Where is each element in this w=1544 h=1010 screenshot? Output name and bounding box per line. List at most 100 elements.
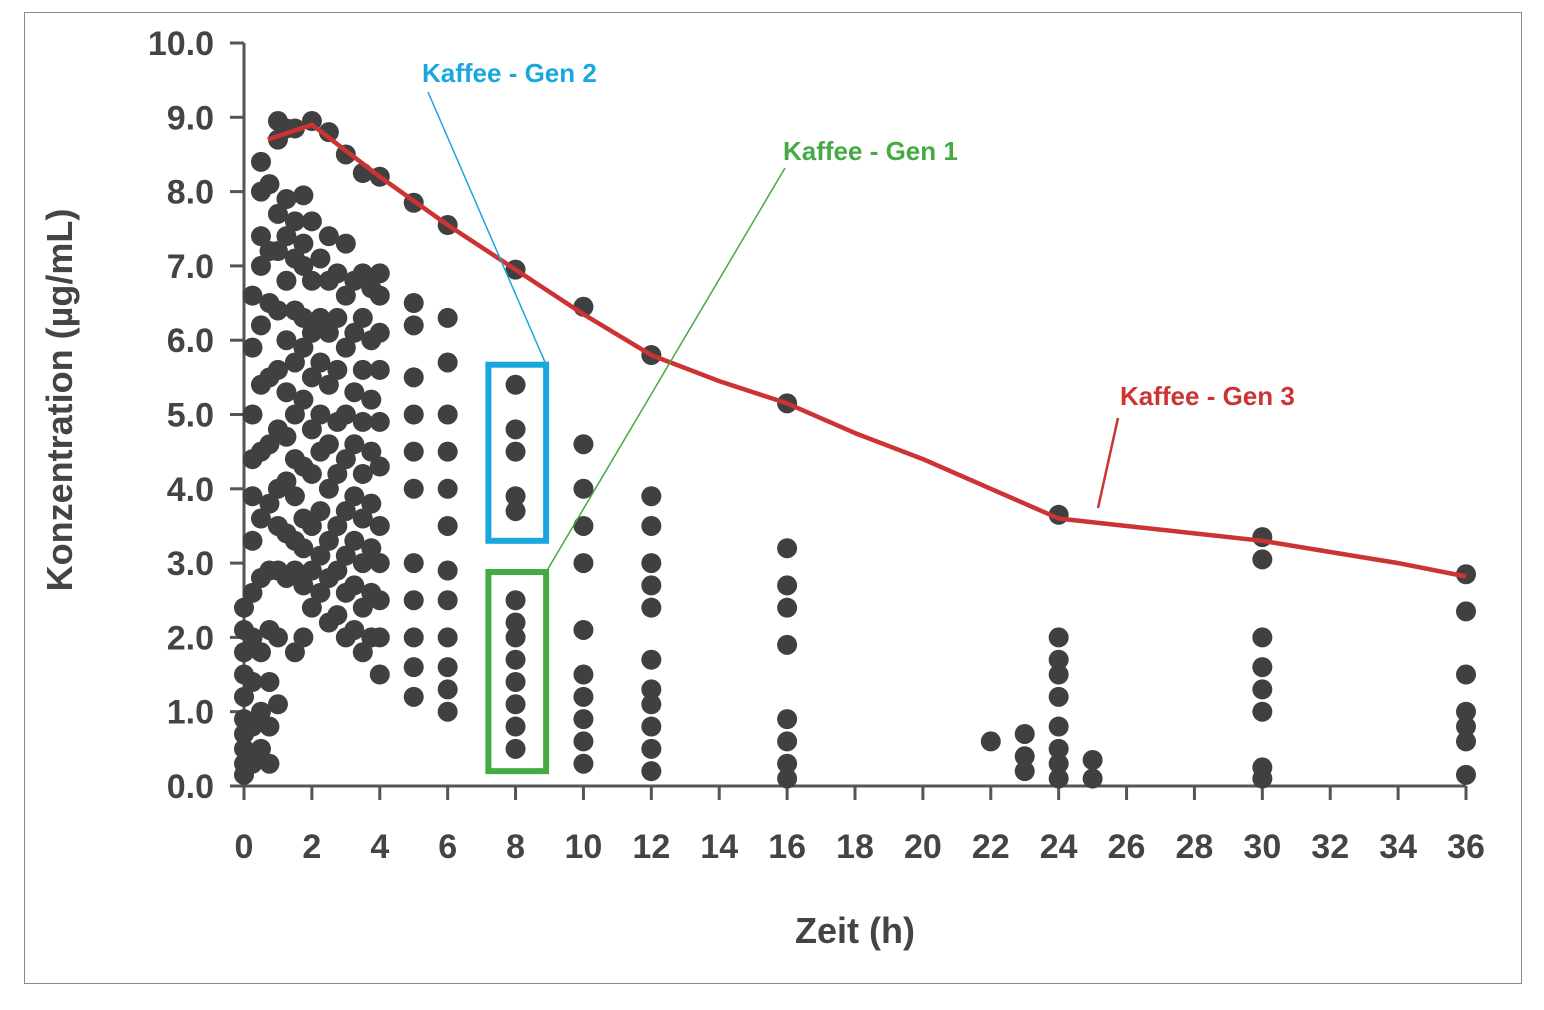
y-tick-label: 0.0 — [167, 768, 214, 806]
data-point — [293, 389, 314, 410]
data-point — [437, 352, 458, 373]
data-point — [301, 515, 322, 536]
data-point — [352, 463, 373, 484]
data-point — [505, 419, 526, 440]
x-tick-label: 24 — [1040, 828, 1078, 866]
data-point — [1252, 657, 1273, 678]
data-point — [369, 411, 390, 432]
data-point — [403, 686, 424, 707]
data-point — [505, 441, 526, 462]
data-point — [361, 538, 382, 559]
data-point — [1082, 768, 1103, 789]
data-point — [335, 285, 356, 306]
x-axis-title: Zeit (h) — [795, 910, 915, 951]
data-point — [293, 627, 314, 648]
data-point — [1048, 686, 1069, 707]
data-point — [573, 434, 594, 455]
data-point — [284, 560, 305, 581]
data-point — [641, 716, 662, 737]
data-point — [573, 553, 594, 574]
y-tick-label: 5.0 — [167, 397, 214, 435]
y-tick-label: 6.0 — [167, 322, 214, 360]
data-point — [505, 716, 526, 737]
data-point — [505, 486, 526, 507]
x-tick-label: 26 — [1108, 828, 1146, 866]
data-point — [327, 463, 348, 484]
data-point — [641, 575, 662, 596]
data-point — [242, 404, 263, 425]
data-point — [641, 486, 662, 507]
gen1-leader-line — [545, 167, 786, 573]
data-point — [1252, 679, 1273, 700]
data-point — [505, 627, 526, 648]
data-point — [641, 553, 662, 574]
data-point — [301, 597, 322, 618]
data-point — [573, 753, 594, 774]
data-point — [1048, 716, 1069, 737]
x-tick-label: 0 — [235, 828, 254, 866]
data-point — [344, 434, 365, 455]
data-point — [242, 753, 263, 774]
data-point — [403, 315, 424, 336]
data-point — [437, 404, 458, 425]
data-point — [250, 738, 271, 759]
data-point — [310, 582, 331, 603]
data-point — [293, 307, 314, 328]
data-point — [259, 493, 280, 514]
x-tick-label: 12 — [632, 828, 670, 866]
data-point — [327, 605, 348, 626]
data-point — [293, 233, 314, 254]
labels: 0.01.02.03.04.05.06.07.08.09.010.00 2 4 6 8 1… — [39, 25, 1485, 951]
data-point — [242, 582, 263, 603]
data-point — [437, 478, 458, 499]
gen1-label: Kaffee - Gen 1 — [783, 136, 958, 166]
data-point — [318, 226, 339, 247]
data-point — [335, 337, 356, 358]
x-tick-label: 34 — [1379, 828, 1417, 866]
data-point — [284, 642, 305, 663]
data-point — [276, 471, 297, 492]
data-point — [369, 627, 390, 648]
data-point — [1048, 768, 1069, 789]
x-tick-label: 30 — [1243, 828, 1281, 866]
data-point — [1456, 701, 1476, 722]
data-point — [1252, 549, 1273, 570]
data-point — [369, 359, 390, 380]
data-point — [505, 590, 526, 611]
x-tick-label: 8 — [506, 828, 525, 866]
data-point — [352, 642, 373, 663]
data-point — [403, 627, 424, 648]
data-point — [505, 374, 526, 395]
data-point — [250, 151, 271, 172]
data-point — [267, 300, 288, 321]
data-point — [403, 293, 424, 314]
data-point — [573, 664, 594, 685]
data-point — [259, 753, 280, 774]
data-point — [318, 374, 339, 395]
data-point — [301, 367, 322, 388]
data-point — [505, 649, 526, 670]
data-point — [352, 597, 373, 618]
data-point — [276, 426, 297, 447]
data-point — [301, 270, 322, 291]
y-tick-label: 3.0 — [167, 545, 214, 583]
data-point — [1014, 761, 1035, 782]
data-point — [361, 441, 382, 462]
data-point — [369, 456, 390, 477]
data-point — [352, 307, 373, 328]
data-point — [335, 233, 356, 254]
data-point — [250, 226, 271, 247]
data-point — [777, 597, 798, 618]
gen3-line-layer — [267, 122, 1467, 579]
data-point — [318, 434, 339, 455]
data-point — [403, 553, 424, 574]
data-point — [352, 553, 373, 574]
data-points — [234, 111, 1476, 789]
data-point — [641, 694, 662, 715]
data-point — [344, 530, 365, 551]
data-point — [250, 508, 271, 529]
data-point — [284, 211, 305, 232]
data-point — [335, 449, 356, 470]
y-tick-label: 9.0 — [167, 99, 214, 137]
